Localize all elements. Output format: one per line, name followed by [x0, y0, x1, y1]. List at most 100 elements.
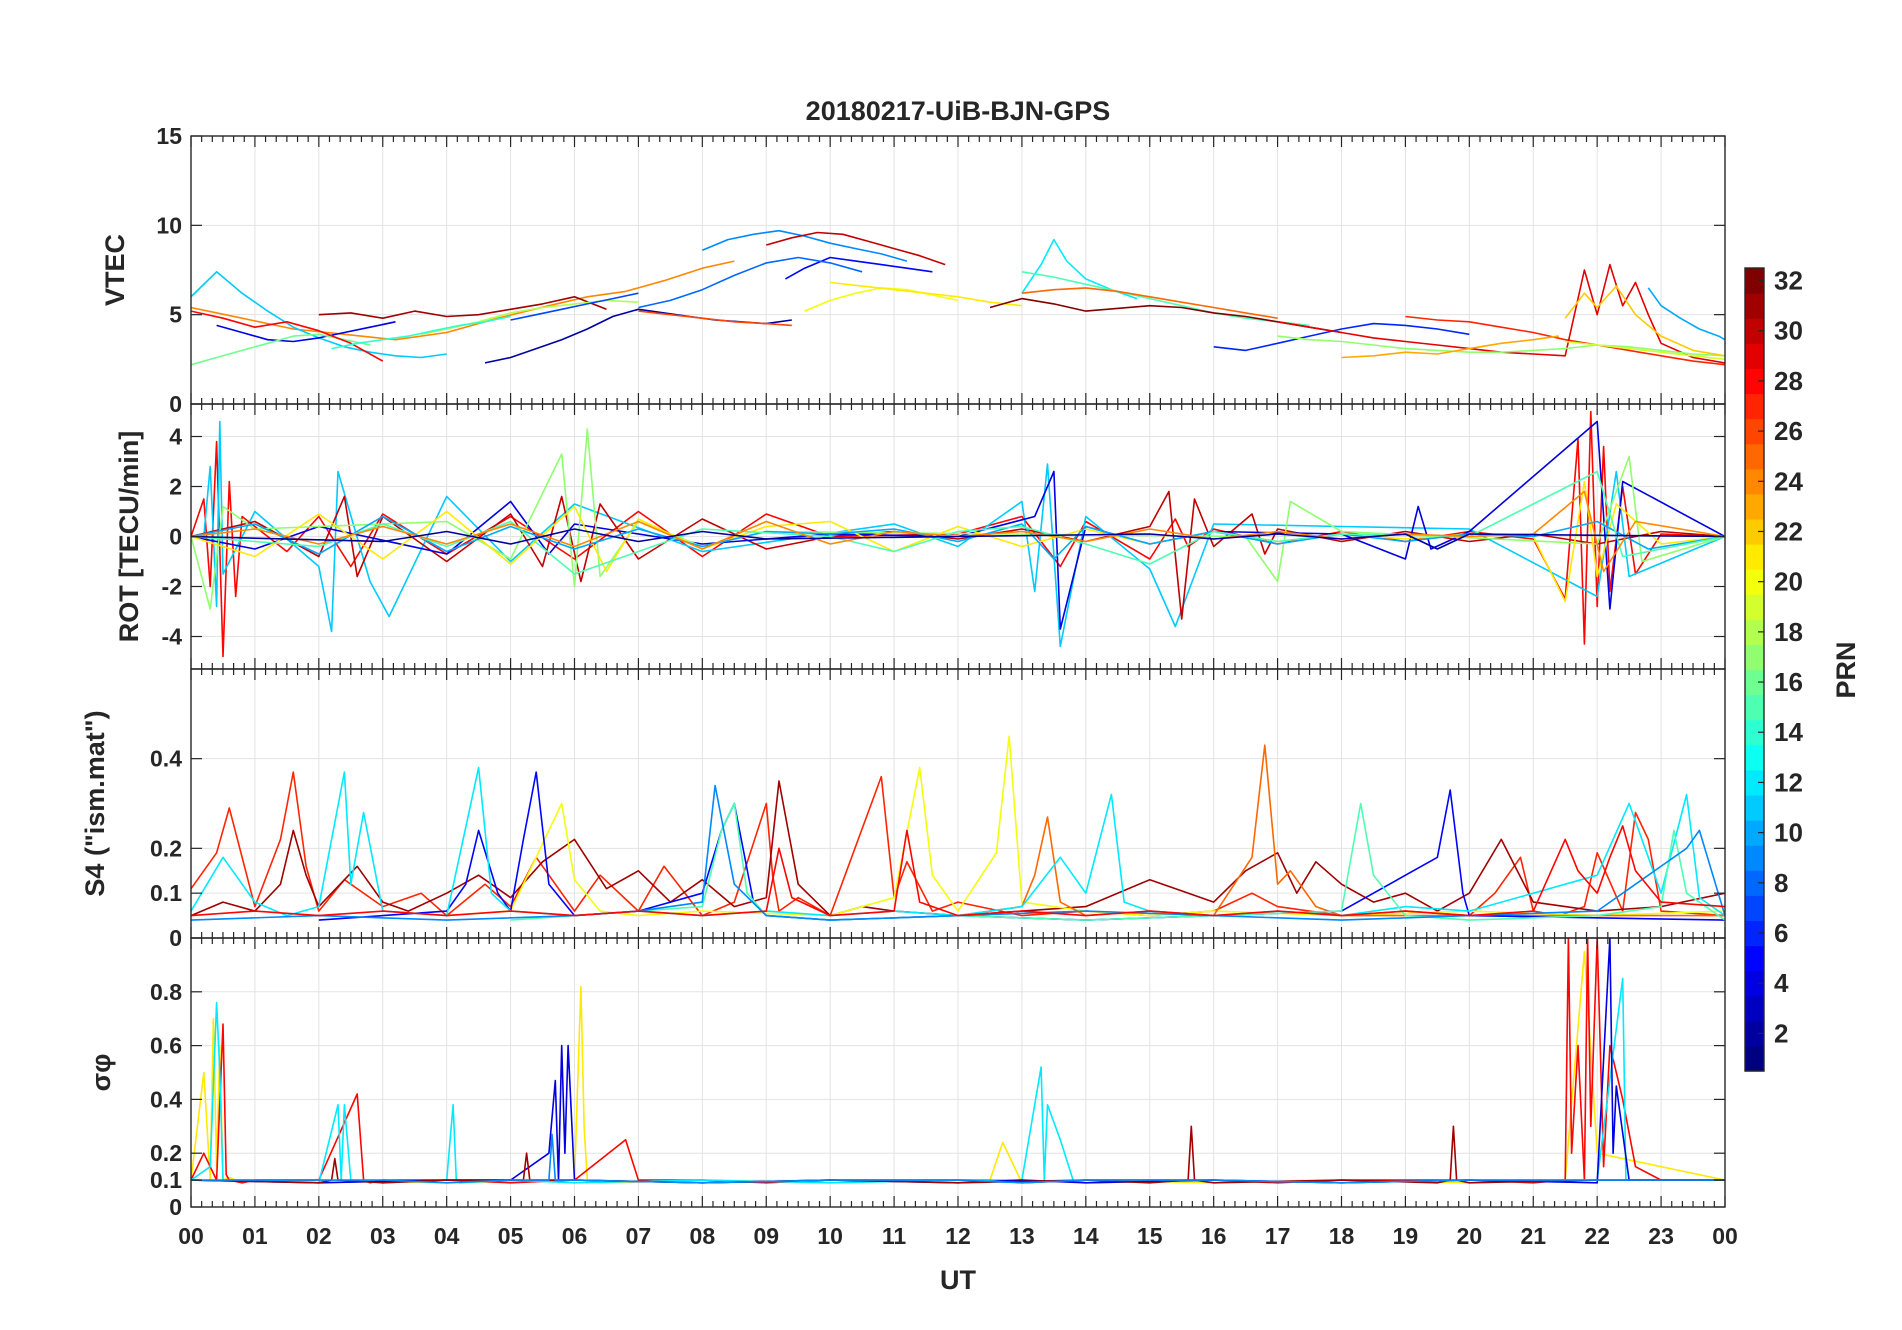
colorbar-tick-label: 4	[1774, 968, 1789, 998]
x-tick-label: 07	[626, 1223, 652, 1249]
colorbar-segment	[1745, 669, 1764, 696]
y-tick-label-s4: 0.1	[150, 880, 182, 906]
series-prn-31	[191, 1125, 1725, 1184]
series-prn-31	[191, 780, 1725, 917]
panel-sigma_phi: 00.10.2 0.4 0.6 0.8 σφ 00 01 02 03 04 05 06 07 08 09 10…	[86, 937, 1738, 1249]
y-tick-label-sigma_phi: 0.4	[150, 1086, 182, 1112]
colorbar-segment	[1745, 945, 1764, 972]
colorbar-tick-label: 12	[1774, 767, 1803, 797]
x-tick-label: 20	[1457, 1223, 1483, 1249]
series-prn-11	[203, 420, 1725, 648]
y-tick-label-s4: 0	[169, 925, 182, 951]
panel-rot: -4 -2 0 2 4 ROT [TECU/min]	[114, 403, 1726, 670]
colorbar-segment	[1745, 318, 1764, 344]
series-prn-9	[701, 229, 908, 262]
y-axis-label-vtec: VTEC	[100, 234, 130, 306]
series-prn-9	[191, 1133, 1725, 1184]
colorbar-segment	[1745, 1045, 1764, 1072]
colorbar-segment	[1745, 518, 1764, 545]
colorbar-segment	[1745, 594, 1764, 620]
series-group-rot	[191, 410, 1725, 658]
colorbar-segment	[1745, 920, 1764, 947]
series-prn-15	[510, 802, 1725, 921]
grid-s4	[190, 669, 1726, 939]
x-tick-label: 10	[817, 1223, 843, 1249]
colorbar-segment	[1745, 569, 1764, 595]
series-group-s4	[191, 735, 1725, 921]
colorbar-tick-label: 28	[1774, 366, 1803, 396]
y-tick-label-rot: 4	[169, 424, 182, 450]
colorbar-tick-label: 20	[1774, 567, 1803, 597]
colorbar-tick-label: 30	[1774, 316, 1803, 346]
series-prn-21	[830, 281, 1022, 307]
colorbar-segment	[1745, 794, 1764, 821]
series-prn-22	[1564, 285, 1725, 357]
y-tick-label-rot: 2	[169, 474, 182, 500]
x-tick-label: 21	[1520, 1223, 1546, 1249]
colorbar-tick-label: 32	[1774, 266, 1803, 296]
colorbar-segment	[1745, 493, 1764, 520]
series-prn-16	[191, 333, 371, 366]
x-tick-label: 23	[1648, 1223, 1674, 1249]
series-prn-17	[1277, 335, 1725, 357]
y-tick-label-sigma_phi: 0.1	[150, 1167, 182, 1193]
colorbar-label: PRN	[1831, 641, 1861, 698]
y-tick-label-rot: -4	[162, 624, 183, 650]
colorbar-segment	[1745, 368, 1764, 395]
colorbar-strip	[1745, 268, 1764, 1072]
x-tick-label: 01	[242, 1223, 268, 1249]
series-prn-30	[766, 231, 946, 266]
colorbar-segment	[1745, 1020, 1764, 1047]
x-tick-label: 19	[1393, 1223, 1419, 1249]
y-tick-label-sigma_phi: 0	[169, 1194, 182, 1220]
y-tick-label-vtec: 5	[169, 302, 182, 328]
y-tick-label-sigma_phi: 0.2	[150, 1140, 182, 1166]
y-axis-label-rot: ROT [TECU/min]	[114, 431, 144, 642]
colorbar-segment	[1745, 744, 1764, 771]
series-group-sigma_phi	[191, 938, 1725, 1184]
x-tick-label: 03	[370, 1223, 396, 1249]
colorbar-tick-label: 16	[1774, 667, 1803, 697]
y-tick-label-vtec: 10	[156, 212, 182, 238]
x-tick-label: 11	[882, 1223, 907, 1249]
colorbar-segment	[1745, 293, 1764, 319]
colorbar-segment	[1745, 694, 1764, 721]
colorbar-tick-label: 2	[1774, 1018, 1788, 1048]
colorbar-segment	[1745, 544, 1764, 570]
series-prn-4	[191, 420, 1725, 630]
series-prn-29	[1277, 263, 1725, 364]
y-tick-label-vtec: 0	[169, 391, 182, 417]
colorbar-tick-label: 10	[1774, 818, 1803, 848]
colorbar-segment	[1745, 418, 1764, 445]
grid-vtec	[190, 135, 1726, 405]
series-prn-5	[785, 256, 933, 280]
x-tick-label: 15	[1137, 1223, 1163, 1249]
colorbar-segment	[1745, 719, 1764, 746]
colorbar-segment	[1745, 343, 1764, 369]
colorbar-tick-label: 14	[1774, 717, 1803, 747]
y-tick-label-rot: 0	[169, 524, 182, 550]
x-tick-label: 08	[690, 1223, 716, 1249]
series-group-vtec	[191, 229, 1725, 366]
x-tick-label: 09	[753, 1223, 779, 1249]
y-axis-label-sigma_phi: σφ	[86, 1054, 116, 1092]
series-prn-8	[638, 256, 863, 309]
series-prn-27	[1405, 315, 1725, 366]
x-tick-label: 22	[1584, 1223, 1610, 1249]
x-tick-label: 13	[1009, 1223, 1035, 1249]
series-prn-12	[1021, 238, 1138, 300]
series-prn-10	[191, 515, 1725, 560]
colorbar-tick-label: 6	[1774, 918, 1788, 948]
series-prn-2	[191, 528, 1725, 550]
series-prn-23	[1341, 335, 1559, 359]
series-prn-26	[638, 310, 792, 327]
x-tick-label: 04	[434, 1223, 460, 1249]
x-tick-label: 00	[178, 1223, 204, 1249]
series-prn-30	[191, 490, 1725, 620]
series-prn-25	[1021, 287, 1278, 319]
colorbar-tick-label: 18	[1774, 617, 1803, 647]
panel-vtec: 0 5 10 15 VTEC	[100, 123, 1726, 417]
colorbar-segment	[1745, 619, 1764, 646]
colorbar-segment	[1745, 870, 1764, 896]
series-prn-12	[191, 766, 1725, 917]
